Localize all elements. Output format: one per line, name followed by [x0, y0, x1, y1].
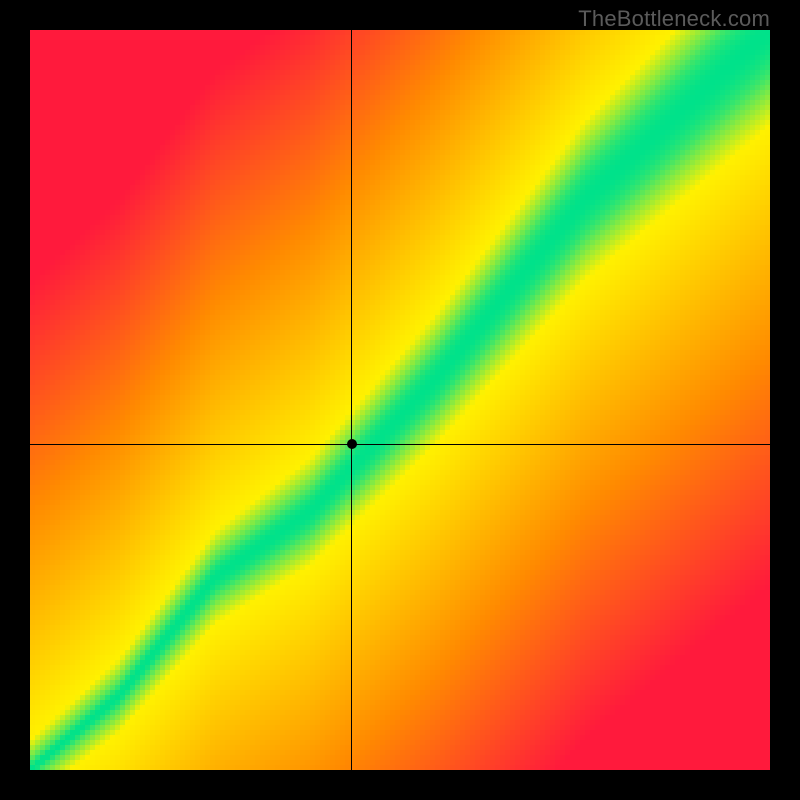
marker-dot [347, 439, 357, 449]
crosshair-vertical [351, 30, 352, 770]
heatmap-plot [30, 30, 770, 770]
crosshair-horizontal [30, 444, 770, 445]
watermark-text: TheBottleneck.com [578, 6, 770, 32]
